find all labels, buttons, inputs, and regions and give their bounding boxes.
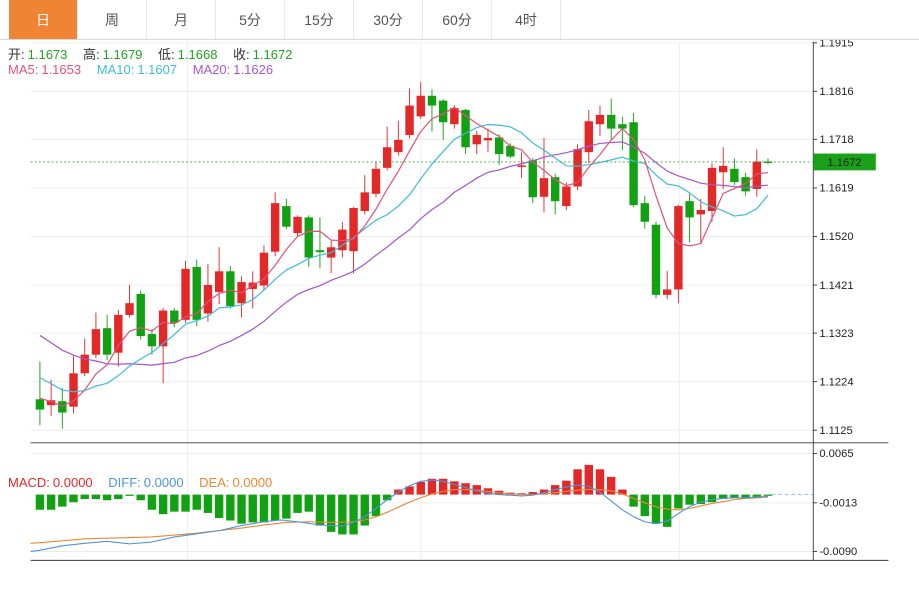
candlestick-macd-chart: 1.1915 1.1816 1.1718 1.1619 1.1520 1.1421 1.13… [30, 38, 889, 561]
svg-text:1.1323: 1.1323 [819, 328, 853, 340]
svg-text:1.1718: 1.1718 [819, 134, 853, 146]
tab-day[interactable]: 日 [9, 0, 78, 39]
tab-30min[interactable]: 30分 [354, 0, 423, 39]
tab-week[interactable]: 周 [78, 0, 147, 39]
svg-text:0.0065: 0.0065 [819, 448, 853, 460]
svg-text:1.1520: 1.1520 [819, 231, 853, 243]
svg-text:1.1224: 1.1224 [819, 376, 853, 388]
svg-text:1.1619: 1.1619 [819, 183, 853, 195]
svg-text:1.1915: 1.1915 [819, 40, 853, 50]
chart-area[interactable]: 1.1915 1.1816 1.1718 1.1619 1.1520 1.1421 1.13… [0, 38, 919, 601]
svg-text:-0.0090: -0.0090 [819, 546, 857, 558]
svg-text:-0.0013: -0.0013 [819, 498, 857, 510]
tab-5min[interactable]: 5分 [216, 0, 285, 39]
tab-15min[interactable]: 15分 [285, 0, 354, 39]
tab-60min[interactable]: 60分 [423, 0, 492, 39]
svg-text:1.1672: 1.1672 [827, 157, 861, 169]
timeframe-tabbar: 日 周 月 5分 15分 30分 60分 4时 [0, 0, 919, 40]
tab-4hour[interactable]: 4时 [492, 0, 561, 39]
svg-text:1.1816: 1.1816 [819, 86, 853, 98]
svg-text:1.1125: 1.1125 [819, 425, 852, 437]
tab-month[interactable]: 月 [147, 0, 216, 39]
svg-text:1.1421: 1.1421 [819, 280, 853, 292]
